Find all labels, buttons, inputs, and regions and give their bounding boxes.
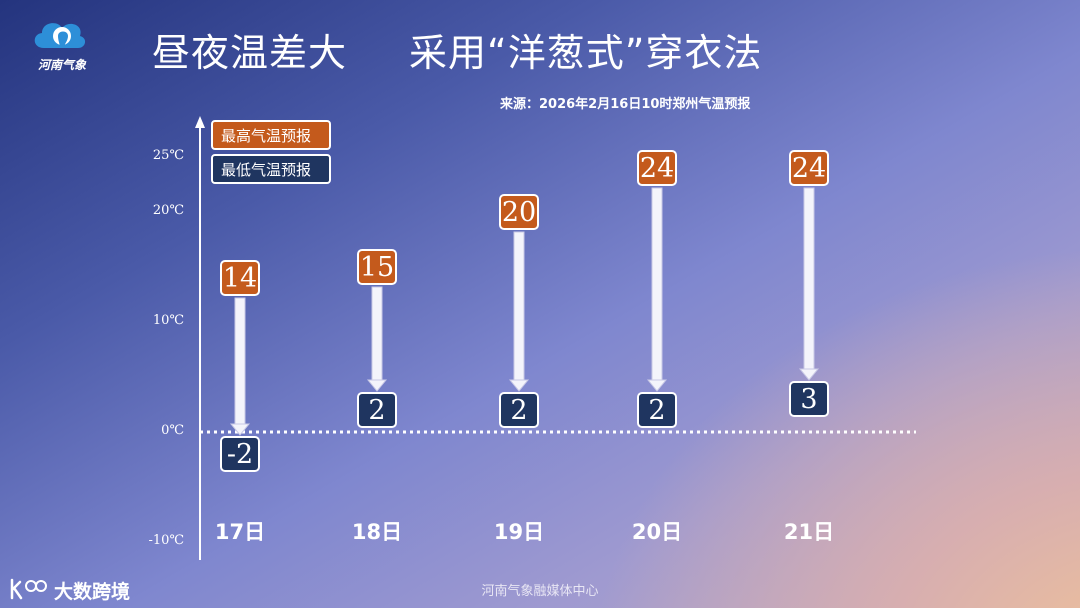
range-arrow-head [229,423,251,436]
footer-credit: 河南气象融媒体中心 [481,584,599,599]
range-arrow-shaft [803,187,815,370]
y-tick-label: -10℃ [148,533,184,548]
range-arrow-head [646,379,668,392]
high-temp-label: 14 [220,260,260,296]
high-temp-label: 24 [637,150,677,186]
x-tick-label: 17日 [214,520,266,544]
y-axis-arrowhead [195,116,205,128]
source-note: 来源：2026年2月16日10时郑州气温预报 [500,97,751,112]
low-temp-label: 3 [789,381,829,417]
range-arrow-shaft [651,187,663,381]
low-temp-label: 2 [637,392,677,428]
footer-brand: 大数跨境 [8,574,148,604]
y-tick-label: 0℃ [161,423,184,438]
range-arrow-shaft [234,297,246,425]
title-main: 昼夜温差大 [152,31,348,75]
x-tick-label: 20日 [631,520,683,544]
low-temp-label: 2 [499,392,539,428]
legend-low: 最低气温预报 [211,154,331,184]
high-temp-label: 24 [789,150,829,186]
range-arrow-head [366,379,388,392]
range-arrow-head [798,368,820,381]
brand-text: 大数跨境 [54,581,131,603]
brand-logo: 河南气象 [22,14,102,78]
title-subtitle: 采用“洋葱式”穿衣法 [409,31,763,75]
brand-logo-icon [10,578,47,600]
x-tick-label: 21日 [783,520,835,544]
legend-high: 最高气温预报 [211,120,331,150]
high-temp-label: 15 [357,249,397,285]
x-tick-label: 18日 [351,520,403,544]
high-temp-label: 20 [499,194,539,230]
y-tick-label: 25℃ [152,148,184,163]
logo-text: 河南气象 [37,58,86,72]
range-arrow-shaft [371,286,383,381]
page-title: 昼夜温差大 采用“洋葱式”穿衣法 [152,22,762,77]
low-temp-label: -2 [220,436,260,472]
range-arrow-head [508,379,530,392]
y-tick-label: 10℃ [152,313,184,328]
elephant-cloud-logo-icon [34,23,86,48]
range-arrow-shaft [513,231,525,381]
y-tick-label: 20℃ [152,203,184,218]
x-tick-label: 19日 [493,520,545,544]
low-temp-label: 2 [357,392,397,428]
